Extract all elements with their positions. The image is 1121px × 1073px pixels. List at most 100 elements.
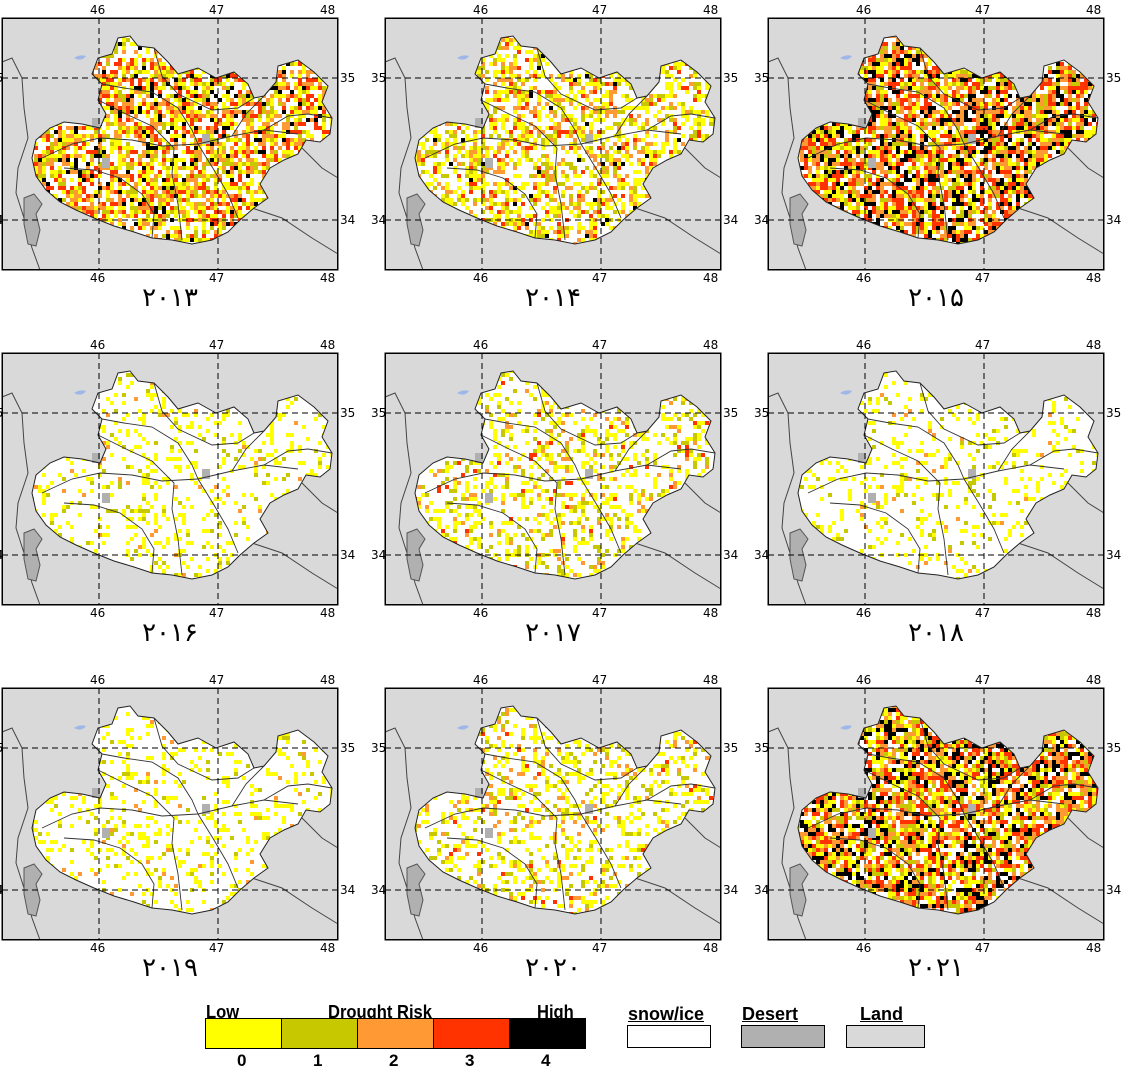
water-body [840, 725, 852, 730]
county-boundary [807, 129, 1065, 159]
province-border [634, 207, 722, 255]
lon-tick-bottom-48: 48 [1086, 941, 1102, 955]
county-boundary [41, 129, 299, 159]
panel-year-label: ۲۰۱۳ [142, 283, 198, 313]
legend-desert-label: Desert [742, 1004, 799, 1024]
lon-tick-top-47: 47 [209, 3, 225, 17]
county-boundary [424, 464, 682, 494]
lat-tick-right-34: 34 [723, 213, 739, 227]
province-border [684, 482, 722, 514]
legend-desert-swatch [741, 1025, 825, 1048]
county-boundary [919, 717, 1021, 781]
county-boundary [536, 47, 638, 111]
desert-patch [102, 828, 110, 838]
lon-tick-top-46: 46 [473, 3, 489, 17]
county-boundary [1029, 113, 1099, 131]
desert-patch [858, 118, 866, 128]
legend-swatch-2 [357, 1018, 434, 1049]
panel-year-label: ۲۰۱۸ [908, 618, 964, 648]
desert-patch [485, 493, 493, 503]
desert-patch [968, 134, 976, 144]
county-boundary [867, 753, 965, 815]
legend-low-label: Low [206, 1002, 240, 1022]
county-boundary [646, 113, 716, 131]
lat-tick-left-35: 35 [0, 407, 3, 419]
lon-tick-top-48: 48 [703, 3, 719, 17]
lon-tick-top-47: 47 [209, 673, 225, 687]
lat-tick-left-34: 34 [0, 884, 3, 896]
study-region [32, 706, 332, 914]
county-boundary [231, 95, 265, 137]
county-boundary [101, 418, 199, 480]
panel-year-label: ۲۰۱۶ [142, 618, 198, 648]
lon-tick-top-46: 46 [90, 3, 106, 17]
region-outline [797, 705, 1099, 915]
lat-tick-right-34: 34 [340, 213, 356, 227]
lon-tick-top-46: 46 [856, 338, 872, 352]
map-frame [2, 18, 338, 270]
desert-patch [102, 158, 110, 168]
legend-land-label: Land [860, 1004, 903, 1024]
province-border [684, 817, 722, 849]
water-body [457, 725, 469, 730]
county-boundary [919, 382, 1021, 446]
lon-tick-top-46: 46 [473, 338, 489, 352]
county-boundary [646, 783, 716, 801]
desert-patch [968, 469, 976, 479]
lat-tick-right-34: 34 [1106, 548, 1121, 562]
desert-patch [585, 804, 593, 814]
lon-tick-top-48: 48 [703, 673, 719, 687]
county-boundary [863, 434, 949, 576]
province-border [1017, 877, 1105, 925]
province-border [251, 542, 339, 590]
lon-tick-bottom-48: 48 [703, 941, 719, 955]
county-boundary [1029, 448, 1099, 466]
county-boundary [101, 753, 199, 815]
county-boundary [867, 83, 965, 145]
county-boundary [646, 448, 716, 466]
lon-tick-top-48: 48 [703, 338, 719, 352]
lon-tick-bottom-47: 47 [592, 941, 608, 955]
region-outline [31, 35, 333, 245]
legend-class-0: 0 [237, 1051, 247, 1070]
lon-tick-bottom-46: 46 [856, 271, 872, 285]
lat-tick-right-35: 35 [723, 741, 739, 755]
map-canvas [1, 687, 339, 941]
lon-tick-top-46: 46 [856, 673, 872, 687]
province-border [1017, 542, 1105, 590]
lon-tick-bottom-46: 46 [90, 271, 106, 285]
county-boundary [963, 813, 1005, 889]
lon-tick-top-48: 48 [320, 673, 336, 687]
water-body [74, 390, 86, 395]
county-boundary [829, 502, 921, 574]
county-boundary [424, 129, 682, 159]
region-outline [414, 35, 716, 245]
lat-tick-left-35: 35 [371, 741, 387, 755]
region-outline [31, 705, 333, 915]
county-boundary [536, 717, 638, 781]
map-canvas [384, 17, 722, 271]
map-panel-2021: 46 47 48 46 47 48 35 34 35 34 ۲۰۲۱ [754, 674, 1121, 990]
county-boundary [614, 765, 648, 807]
lon-tick-bottom-46: 46 [473, 941, 489, 955]
lon-tick-bottom-48: 48 [703, 606, 719, 620]
county-boundary [97, 434, 183, 576]
lon-tick-bottom-47: 47 [209, 606, 225, 620]
desert-patch [858, 788, 866, 798]
county-boundary [41, 799, 299, 829]
county-boundary [807, 799, 1065, 829]
map-panel-2018: 46 47 48 46 47 48 35 34 35 34 ۲۰۱۸ [754, 339, 1121, 655]
map-canvas [384, 687, 722, 941]
lat-tick-right-35: 35 [723, 71, 739, 85]
map-canvas [1, 17, 339, 271]
lon-tick-bottom-46: 46 [90, 941, 106, 955]
panel-year-label: ۲۰۱۴ [525, 283, 581, 313]
map-frame [2, 688, 338, 940]
desert-patch [92, 788, 100, 798]
county-boundary [480, 99, 566, 241]
county-boundary [867, 418, 965, 480]
desert-patch [102, 493, 110, 503]
lon-tick-bottom-47: 47 [209, 271, 225, 285]
legend-swatch-4 [509, 1018, 586, 1049]
legend-swatch-0 [205, 1018, 282, 1049]
